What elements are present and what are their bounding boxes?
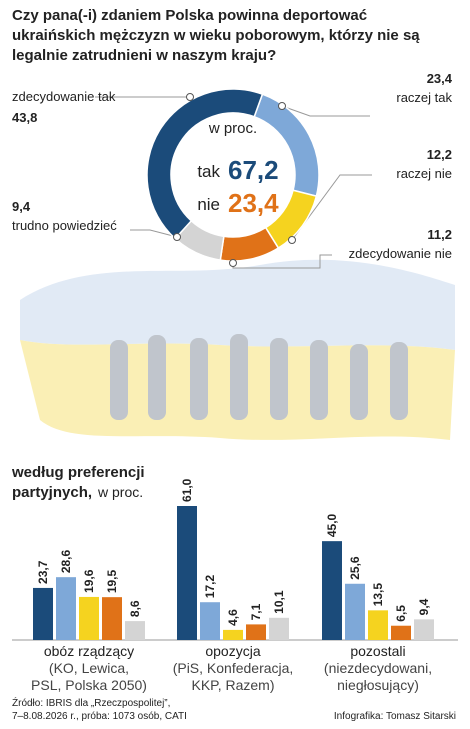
bar-value-label: 19,5 xyxy=(105,569,119,593)
bar xyxy=(223,629,243,640)
bar-value-label: 45,0 xyxy=(325,513,339,537)
category-note: KKP, Razem) xyxy=(192,677,275,693)
bar-value-label: 9,4 xyxy=(417,598,431,615)
category-label: pozostali xyxy=(350,643,405,659)
bar xyxy=(177,506,197,640)
segment-label: zdecydowanie tak xyxy=(12,89,116,104)
bar-value-label: 61,0 xyxy=(180,478,194,502)
leader-dot xyxy=(288,236,296,244)
bar-value-label: 28,6 xyxy=(59,549,73,573)
bar xyxy=(391,625,411,640)
bar xyxy=(125,621,145,640)
bar xyxy=(33,587,53,640)
bar-value-label: 19,6 xyxy=(82,569,96,593)
summary-label: nie xyxy=(197,195,220,214)
bar-title: partyjnych, xyxy=(12,484,92,501)
segment-label: raczej nie xyxy=(396,166,452,181)
bar-value-label: 7,1 xyxy=(249,603,263,620)
bar-value-label: 13,5 xyxy=(371,583,385,607)
category-label: obóz rządzący xyxy=(44,643,134,659)
bar xyxy=(102,597,122,640)
segment-label: raczej tak xyxy=(396,90,452,105)
donut-segment xyxy=(146,88,264,240)
bar xyxy=(79,596,99,640)
bar xyxy=(269,617,289,640)
segment-value: 43,8 xyxy=(12,110,37,125)
bar xyxy=(246,624,266,640)
leader-dot xyxy=(186,93,194,101)
bar-subtitle: w proc. xyxy=(97,484,143,500)
bar-value-label: 23,7 xyxy=(36,560,50,584)
leader-dot xyxy=(278,102,286,110)
background-illustration xyxy=(20,259,455,440)
bar xyxy=(322,541,342,640)
category-note: (KO, Lewica, xyxy=(49,660,129,676)
summary-label: tak xyxy=(197,162,220,181)
segment-value: 23,4 xyxy=(427,71,453,86)
segment-value: 12,2 xyxy=(427,147,452,162)
bar-value-label: 10,1 xyxy=(272,590,286,614)
bar-value-label: 25,6 xyxy=(348,556,362,580)
donut-segment xyxy=(219,226,280,262)
source: Źródło: IBRIS dla „Rzeczpospolitej”, xyxy=(12,696,170,709)
category-note: (PiS, Konfederacja, xyxy=(173,660,294,676)
bar xyxy=(56,577,76,640)
segment-value: 11,2 xyxy=(427,227,452,242)
title-line: ukraińskich mężczyzn w wieku poborowym, … xyxy=(12,27,420,44)
category-note: (niezdecydowani, xyxy=(324,660,432,676)
segment-label: zdecydowanie nie xyxy=(349,246,452,261)
leader-dot xyxy=(173,233,181,241)
bar-value-label: 6,5 xyxy=(394,605,408,622)
segment-label: trudno powiedzieć xyxy=(12,218,117,233)
bar-value-label: 4,6 xyxy=(226,609,240,626)
category-label: opozycja xyxy=(205,643,260,659)
credit: Infografika: Tomasz Sitarski xyxy=(334,711,456,722)
summary-value: 23,4 xyxy=(228,188,279,218)
bar-value-label: 8,6 xyxy=(128,600,142,617)
segment-value: 9,4 xyxy=(12,199,31,214)
title-line: Czy pana(-i) zdaniem Polska powinna depo… xyxy=(12,7,367,24)
bar xyxy=(345,583,365,640)
bar-title: według preferencji xyxy=(11,464,145,481)
bar xyxy=(200,602,220,640)
leader-dot xyxy=(229,259,237,267)
bar xyxy=(368,610,388,640)
summary-value: 67,2 xyxy=(228,155,279,185)
bar-value-label: 17,2 xyxy=(203,575,217,599)
category-note: niegłosujący) xyxy=(337,677,419,693)
source: 7–8.08.2026 r., próba: 1073 osób, CATI xyxy=(12,711,187,722)
center-label: w proc. xyxy=(208,120,257,137)
category-note: PSL, Polska 2050) xyxy=(31,677,147,693)
title-line: legalnie zatrudnieni w naszym kraju? xyxy=(12,47,276,64)
bar xyxy=(414,619,434,640)
